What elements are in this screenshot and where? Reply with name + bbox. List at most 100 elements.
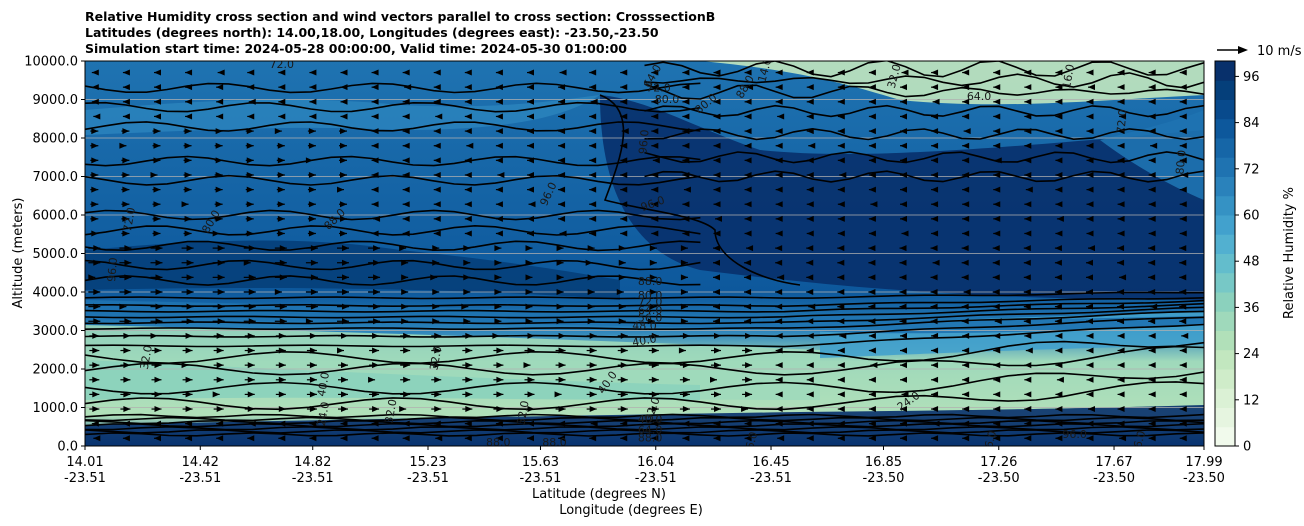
contour-lines bbox=[85, 61, 1204, 437]
wind-vector-head bbox=[248, 318, 256, 325]
contour-line-upper-6 bbox=[85, 155, 701, 167]
wind-vector-head bbox=[558, 435, 566, 442]
wind-vector-head bbox=[1117, 420, 1125, 427]
wind-vector-head bbox=[277, 215, 285, 222]
wind-vector-head bbox=[558, 420, 566, 427]
wind-vector-head bbox=[868, 332, 876, 339]
contour-label-12: 96.0 bbox=[636, 129, 651, 155]
wind-vector-head bbox=[931, 157, 939, 164]
wind-vector-head bbox=[495, 113, 503, 120]
wind-vector-head bbox=[868, 84, 876, 91]
wind-vector-head bbox=[1119, 435, 1127, 442]
wind-vector-head bbox=[184, 215, 192, 222]
wind-vector-head bbox=[371, 113, 379, 120]
wind-vector-head bbox=[589, 171, 597, 178]
wind-vector-head bbox=[932, 420, 940, 427]
wind-vector-head bbox=[1117, 318, 1125, 325]
contour-line-low-1 bbox=[85, 428, 1204, 434]
wind-vector-head bbox=[371, 69, 379, 76]
wind-vector-head bbox=[309, 435, 317, 442]
wind-vector-head bbox=[931, 362, 939, 369]
wind-vector-head bbox=[1179, 274, 1187, 281]
wind-vector-head bbox=[589, 435, 597, 442]
wind-vector-head bbox=[372, 332, 380, 339]
wind-vector-head bbox=[1148, 274, 1156, 281]
wind-vector-head bbox=[247, 362, 255, 369]
colorbar-swatch-16 bbox=[1215, 118, 1235, 139]
wind-vector-head bbox=[215, 157, 223, 164]
contour-line-upper-0 bbox=[85, 274, 701, 286]
wind-vector-head bbox=[651, 332, 659, 339]
wind-vector-head bbox=[403, 391, 411, 398]
wind-vector-head bbox=[746, 84, 754, 91]
wind-vector-head bbox=[432, 245, 440, 252]
wind-vector-head bbox=[558, 171, 566, 178]
wind-vector-head bbox=[837, 113, 845, 120]
wind-vector-head bbox=[589, 230, 597, 237]
wind-vector-head bbox=[91, 142, 99, 149]
contour-label-11: 80.0 bbox=[1173, 149, 1188, 175]
wind-vector-head bbox=[868, 142, 876, 149]
wind-vector-head bbox=[399, 245, 407, 252]
wind-vector-head bbox=[589, 113, 597, 120]
wind-vector-head bbox=[775, 186, 783, 193]
contour-line-upper-2 bbox=[85, 240, 701, 252]
wind-vector-head bbox=[212, 230, 220, 237]
wind-vector-head bbox=[341, 318, 349, 325]
contour-line-mid-6 bbox=[85, 316, 1204, 338]
wind-vector-head bbox=[247, 406, 255, 413]
y-tick-label-3: 3000.0 bbox=[33, 324, 79, 339]
wind-vector-head bbox=[680, 318, 688, 325]
colorbar-frame bbox=[1214, 60, 1236, 447]
wind-vector-head bbox=[217, 259, 225, 266]
wind-vector-head bbox=[993, 186, 1001, 193]
wind-vector-head bbox=[746, 245, 754, 252]
wind-vector-head bbox=[837, 215, 845, 222]
colorbar: 0 12 24 36 48 60 72 84 96 bbox=[1214, 60, 1260, 455]
wind-vector-head bbox=[713, 332, 721, 339]
wind-vector-head bbox=[806, 201, 814, 208]
wind-vector-head bbox=[745, 332, 753, 339]
wind-vector-head bbox=[278, 420, 286, 427]
wind-vector-head bbox=[464, 186, 472, 193]
wind-vector-head bbox=[279, 303, 287, 310]
wind-vector-head bbox=[186, 303, 194, 310]
wind-vector-head bbox=[775, 84, 783, 91]
wind-vector-head bbox=[464, 215, 472, 222]
x-tick-label-lat-3: 15.23 bbox=[409, 455, 446, 470]
wind-vector-head bbox=[278, 362, 286, 369]
wind-vector-head bbox=[277, 171, 285, 178]
wind-vector-head bbox=[899, 171, 907, 178]
wind-vector-head bbox=[558, 98, 566, 105]
wind-vector-head bbox=[744, 157, 752, 164]
wind-vector-head bbox=[215, 215, 223, 222]
wind-vector-head bbox=[1179, 186, 1187, 193]
wind-vector-head bbox=[1117, 215, 1125, 222]
contour-label-3: 80.0 bbox=[655, 93, 680, 106]
wind-vector-head bbox=[1054, 259, 1062, 266]
wind-vector-head bbox=[434, 332, 442, 339]
wind-vector-head bbox=[464, 171, 472, 178]
wind-vector-head bbox=[962, 113, 970, 120]
contour-label-31: 32.0 bbox=[382, 398, 399, 424]
x-tick-label-lat-10: 17.99 bbox=[1185, 455, 1222, 470]
wind-vector-head bbox=[153, 84, 161, 91]
wind-vector-head bbox=[122, 84, 130, 91]
wind-vector-head bbox=[525, 245, 533, 252]
wind-vector-head bbox=[186, 274, 194, 281]
contour-label-38: 96.0 bbox=[1062, 428, 1087, 441]
wind-vector-head bbox=[558, 201, 566, 208]
wind-vector-head bbox=[589, 186, 597, 193]
wind-vector-head bbox=[155, 289, 163, 295]
wind-vector-head bbox=[217, 289, 225, 295]
wind-vector-head bbox=[868, 420, 876, 427]
quiver-key-arrow-head bbox=[1238, 46, 1248, 54]
wind-vector-head bbox=[1086, 215, 1094, 222]
wind-vector-head bbox=[184, 128, 192, 135]
humidity-fill-band-3 bbox=[700, 61, 1204, 105]
wind-vector-head bbox=[649, 289, 657, 295]
wind-vector-head bbox=[495, 186, 503, 193]
wind-vector-head bbox=[587, 245, 595, 252]
wind-vector-head bbox=[556, 289, 564, 295]
wind-vector-head bbox=[463, 274, 471, 281]
